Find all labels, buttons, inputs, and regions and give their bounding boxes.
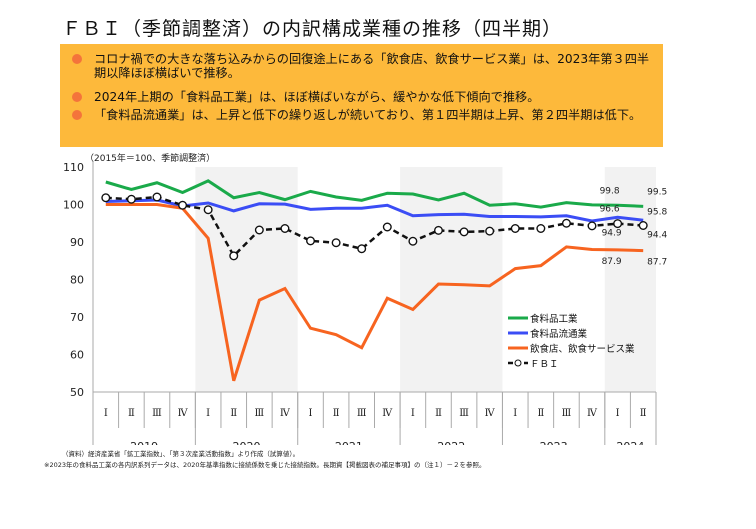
- x-tick-label: Ⅲ: [357, 408, 367, 419]
- series-line-3: [105, 195, 644, 258]
- data-label: 96.6: [600, 204, 620, 214]
- x-tick-label: Ⅲ: [459, 408, 469, 419]
- y-tick-label: 80: [70, 274, 84, 287]
- year-label: 2023: [540, 440, 568, 445]
- bullet-dot-icon: [72, 92, 82, 102]
- y-tick-label: 90: [70, 236, 84, 249]
- data-label: 94.9: [602, 229, 622, 239]
- data-point: [485, 226, 495, 236]
- data-label: 94.4: [647, 231, 667, 241]
- data-point: [433, 225, 443, 235]
- data-point: [357, 244, 367, 254]
- year-label: 2021: [335, 440, 363, 445]
- line-chart: （2015年＝100、季節調整済） 50 60 70 80 90 100 110 Ⅰ Ⅱ Ⅲ Ⅳ Ⅰ Ⅱ Ⅲ…: [63, 152, 667, 445]
- y-tick-label: 60: [70, 349, 84, 362]
- x-tick-label: Ⅰ: [513, 408, 517, 419]
- legend-marker: [514, 359, 522, 367]
- data-label: 95.8: [647, 207, 667, 217]
- x-tick-label: Ⅲ: [152, 408, 162, 419]
- data-point: [408, 236, 418, 246]
- y-tick-label: 110: [63, 161, 84, 174]
- data-label: 87.9: [602, 257, 622, 267]
- footnote-source: （資料）経済産業省「鉱工業指数」、「第３次産業活動指数」より作成（試算値）。: [62, 450, 300, 458]
- data-label: 99.5: [647, 187, 667, 197]
- x-tick-label: Ⅳ: [280, 408, 291, 419]
- data-point: [536, 223, 546, 233]
- x-tick-label: Ⅲ: [255, 408, 265, 419]
- unit-label: （2015年＝100、季節調整済）: [85, 152, 215, 164]
- x-tick-label: Ⅰ: [411, 408, 415, 419]
- x-tick-label: Ⅱ: [640, 408, 647, 419]
- year-label: 2022: [437, 440, 465, 445]
- data-point: [561, 218, 571, 228]
- legend-label: 食料品流通業: [530, 328, 588, 340]
- data-label: 87.7: [647, 258, 667, 268]
- data-point: [510, 223, 520, 233]
- footnote-note: ※2023年の食料品工業の各内訳系列データは、2020年基準指数に接続係数を乗じ…: [44, 461, 486, 469]
- x-tick-label: Ⅱ: [435, 408, 442, 419]
- x-tick-label: Ⅳ: [382, 408, 393, 419]
- shaded-band: [604, 167, 656, 392]
- series-line-2: [105, 203, 644, 382]
- legend-label: 飲食店、飲食サービス業: [530, 343, 635, 355]
- x-tick-label: Ⅱ: [333, 408, 340, 419]
- x-tick-label: Ⅰ: [104, 408, 108, 419]
- bullet-dot-icon: [72, 54, 82, 64]
- bullet-3: 「食料品流通業」は、上昇と低下の繰り返しが続いており、第１四半期は上昇、第２四半…: [72, 108, 657, 122]
- data-point: [280, 223, 290, 233]
- series-line-1: [105, 198, 644, 223]
- bullet-2: 2024年上期の「食料品工業」は、ほぼ横ばいながら、緩やかな低下傾向で推移。: [72, 90, 657, 104]
- x-tick-label: Ⅱ: [537, 408, 544, 419]
- data-point: [459, 227, 469, 237]
- summary-box: コロナ禍での大きな落ち込みからの回復途上にある「飲食店、飲食サービス業」は、20…: [60, 44, 663, 147]
- x-tick-label: Ⅱ: [128, 408, 135, 419]
- bullet-dot-icon: [72, 110, 82, 120]
- shaded-band: [195, 167, 298, 392]
- data-point: [331, 238, 341, 248]
- x-tick-label: Ⅲ: [562, 408, 572, 419]
- y-tick-label: 70: [70, 311, 84, 324]
- data-point: [382, 222, 392, 232]
- data-point: [178, 200, 188, 210]
- data-point: [203, 205, 213, 215]
- data-point: [229, 251, 239, 261]
- year-label: 2024: [616, 440, 644, 445]
- data-point: [101, 193, 111, 203]
- data-point: [638, 220, 648, 230]
- legend-label: ＦＢＩ: [530, 359, 559, 370]
- shaded-band: [400, 167, 503, 392]
- x-tick-label: Ⅳ: [178, 408, 189, 419]
- year-label: 2019: [130, 440, 158, 445]
- x-tick-label: Ⅳ: [587, 408, 598, 419]
- page-title: ＦＢＩ（季節調整済）の内訳構成業種の推移（四半期）: [62, 18, 563, 40]
- y-tick-label: 100: [63, 199, 84, 212]
- x-tick-label: Ⅰ: [206, 408, 210, 419]
- x-tick-label: Ⅱ: [230, 408, 237, 419]
- year-label: 2020: [233, 440, 261, 445]
- bullet-1: コロナ禍での大きな落ち込みからの回復途上にある「飲食店、飲食サービス業」は、20…: [72, 52, 657, 80]
- x-tick-label: Ⅳ: [485, 408, 496, 419]
- data-point: [152, 192, 162, 202]
- data-point: [587, 221, 597, 231]
- data-point: [613, 219, 623, 229]
- x-tick-label: Ⅰ: [309, 408, 313, 419]
- legend-label: 食料品工業: [530, 313, 578, 325]
- series-line-0: [105, 179, 644, 209]
- data-point: [306, 236, 316, 246]
- x-tick-label: Ⅰ: [616, 408, 620, 419]
- y-tick-label: 50: [70, 386, 84, 399]
- data-point: [126, 194, 136, 204]
- data-label: 99.8: [600, 186, 620, 196]
- data-point: [254, 225, 264, 235]
